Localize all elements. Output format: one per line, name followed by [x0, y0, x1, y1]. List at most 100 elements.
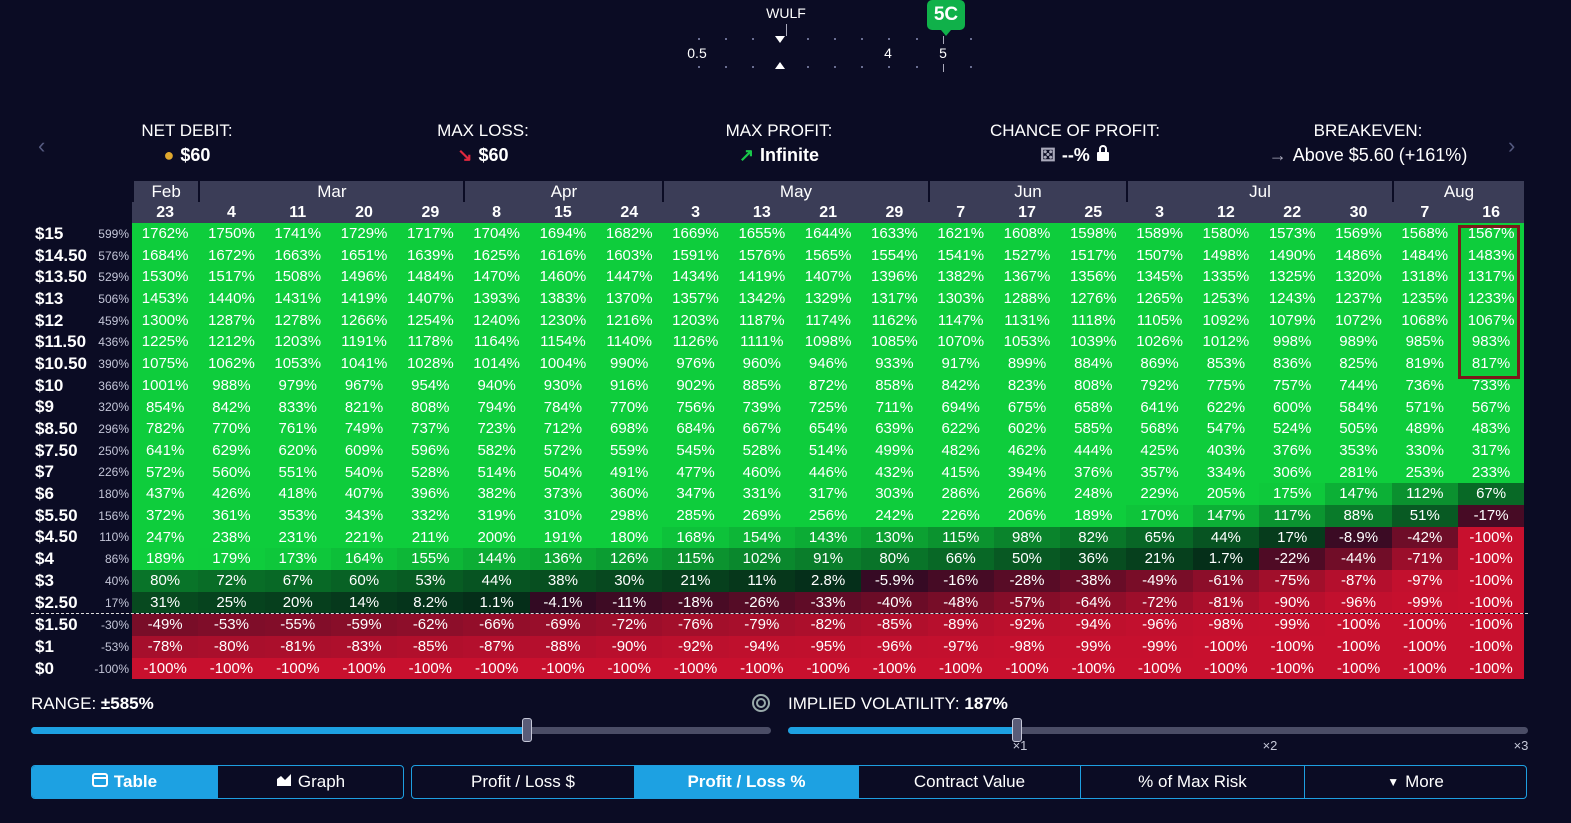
table-cell[interactable]: 1750% — [198, 223, 265, 245]
table-cell[interactable]: 609% — [330, 439, 398, 462]
next-arrow-icon[interactable]: › — [1508, 133, 1516, 158]
table-cell[interactable]: 1317% — [1457, 266, 1525, 289]
table-cell[interactable]: 761% — [264, 418, 331, 440]
table-cell[interactable]: -100% — [1259, 636, 1326, 658]
table-cell[interactable]: 1039% — [1060, 331, 1127, 354]
table-cell[interactable]: 31% — [132, 591, 199, 614]
table-cell[interactable]: 1573% — [1259, 223, 1326, 245]
table-cell[interactable]: 1004% — [529, 353, 597, 375]
table-cell[interactable]: 1320% — [1325, 266, 1392, 289]
table-cell[interactable]: -61% — [1192, 570, 1260, 592]
table-cell[interactable]: 1300% — [132, 309, 199, 332]
table-cell[interactable]: 489% — [1391, 418, 1458, 440]
day-header[interactable]: 29 — [397, 202, 464, 223]
table-cell[interactable]: 1498% — [1192, 244, 1260, 267]
table-cell[interactable]: 437% — [132, 483, 199, 505]
table-cell[interactable]: 547% — [1192, 418, 1260, 440]
table-cell[interactable]: 698% — [596, 418, 663, 440]
table-cell[interactable]: 1303% — [927, 288, 994, 310]
table-cell[interactable]: 1235% — [1391, 288, 1458, 310]
table-cell[interactable]: 641% — [1126, 396, 1193, 419]
table-cell[interactable]: 376% — [1259, 439, 1326, 462]
table-cell[interactable]: 1243% — [1259, 288, 1326, 310]
table-cell[interactable]: 67% — [264, 570, 331, 592]
table-cell[interactable]: 115% — [662, 548, 729, 570]
table-cell[interactable]: 712% — [529, 418, 597, 440]
table-cell[interactable]: 53% — [397, 570, 464, 592]
table-cell[interactable]: 629% — [198, 439, 265, 462]
table-cell[interactable]: 1644% — [794, 223, 862, 245]
table-cell[interactable]: 842% — [927, 374, 994, 397]
table-cell[interactable]: 1140% — [596, 331, 663, 354]
table-cell[interactable]: 1704% — [463, 223, 530, 245]
lock-icon[interactable] — [1096, 145, 1110, 166]
table-cell[interactable]: 1483% — [1457, 244, 1525, 267]
table-cell[interactable]: -100% — [596, 657, 663, 680]
table-cell[interactable]: 30% — [596, 570, 663, 592]
selected-strike-badge[interactable]: 5C — [927, 0, 965, 36]
day-header[interactable]: 3 — [1126, 202, 1193, 223]
day-header[interactable]: 30 — [1325, 202, 1392, 223]
table-cell[interactable]: 25% — [198, 591, 265, 614]
day-header[interactable]: 15 — [529, 202, 597, 223]
table-cell[interactable]: -100% — [861, 657, 928, 680]
table-cell[interactable]: -94% — [1060, 614, 1127, 637]
table-cell[interactable]: 1554% — [861, 244, 928, 267]
table-cell[interactable]: 242% — [861, 504, 928, 527]
table-cell[interactable]: 1460% — [529, 266, 597, 289]
table-cell[interactable]: 711% — [861, 396, 928, 419]
table-cell[interactable]: 1651% — [330, 244, 398, 267]
table-cell[interactable]: 303% — [861, 483, 928, 505]
table-cell[interactable]: 418% — [264, 483, 331, 505]
table-cell[interactable]: 1407% — [397, 288, 464, 310]
table-cell[interactable]: 725% — [794, 396, 862, 419]
table-cell[interactable]: 67% — [1457, 483, 1525, 505]
table-cell[interactable]: 770% — [596, 396, 663, 419]
table-cell[interactable]: 1062% — [198, 353, 265, 375]
table-cell[interactable]: 524% — [1259, 418, 1326, 440]
table-cell[interactable]: -64% — [1060, 591, 1127, 614]
iv-slider-handle[interactable] — [1012, 718, 1023, 742]
table-cell[interactable]: 331% — [728, 483, 795, 505]
table-cell[interactable]: 372% — [132, 504, 199, 527]
table-cell[interactable]: 1507% — [1126, 244, 1193, 267]
table-cell[interactable]: 229% — [1126, 483, 1193, 505]
day-header[interactable]: 25 — [1060, 202, 1127, 223]
table-cell[interactable]: 432% — [861, 461, 928, 484]
table-cell[interactable]: 1616% — [529, 244, 597, 267]
table-cell[interactable]: -81% — [264, 636, 331, 658]
day-header[interactable]: 16 — [1457, 202, 1525, 223]
table-cell[interactable]: 622% — [1192, 396, 1260, 419]
table-cell[interactable]: 144% — [463, 548, 530, 570]
table-cell[interactable]: 1147% — [927, 309, 994, 332]
table-cell[interactable]: 1591% — [662, 244, 729, 267]
day-header[interactable]: 4 — [198, 202, 265, 223]
tab-graph[interactable]: Graph — [218, 766, 403, 798]
table-cell[interactable]: 1041% — [330, 353, 398, 375]
table-cell[interactable]: 739% — [728, 396, 795, 419]
table-cell[interactable]: 1075% — [132, 353, 199, 375]
day-header[interactable]: 29 — [861, 202, 928, 223]
table-cell[interactable]: 1663% — [264, 244, 331, 267]
table-cell[interactable]: 306% — [1259, 461, 1326, 484]
table-cell[interactable]: 1253% — [1192, 288, 1260, 310]
table-cell[interactable]: 736% — [1391, 374, 1458, 397]
table-cell[interactable]: 1072% — [1325, 309, 1392, 332]
table-cell[interactable]: 1187% — [728, 309, 795, 332]
table-cell[interactable]: 1012% — [1192, 331, 1260, 354]
table-cell[interactable]: 1203% — [264, 331, 331, 354]
table-cell[interactable]: -59% — [330, 614, 398, 637]
table-cell[interactable]: 80% — [861, 548, 928, 570]
table-cell[interactable]: 1568% — [1391, 223, 1458, 245]
table-cell[interactable]: 744% — [1325, 374, 1392, 397]
table-cell[interactable]: 170% — [1126, 504, 1193, 527]
table-cell[interactable]: -87% — [1325, 570, 1392, 592]
table-cell[interactable]: -100% — [927, 657, 994, 680]
table-cell[interactable]: 782% — [132, 418, 199, 440]
table-cell[interactable]: 916% — [596, 374, 663, 397]
table-cell[interactable]: 446% — [794, 461, 862, 484]
table-cell[interactable]: 998% — [1259, 331, 1326, 354]
table-cell[interactable]: 286% — [927, 483, 994, 505]
table-cell[interactable]: 491% — [596, 461, 663, 484]
table-cell[interactable]: -100% — [1391, 657, 1458, 680]
